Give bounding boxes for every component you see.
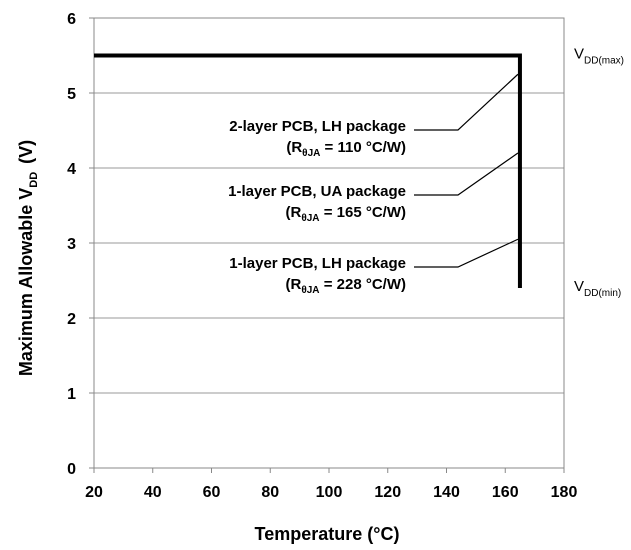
x-tick-label-60: 60 [203,484,221,501]
y-tick-label-3: 3 [67,236,76,253]
annotation-1-line2: (RθJA = 165 °C/W) [286,204,406,224]
tick-labels: 20 40 60 80 100 120 140 160 180 0 1 2 3 4 5 6 [67,11,577,501]
annotation-2-line1: 1-layer PCB, LH package [229,255,406,272]
x-tick-label-120: 120 [374,484,401,501]
annotation-2-rest: = 228 °C/W) [320,276,406,293]
annotation-1-r: (R [286,204,302,221]
annotation-2-line2: (RθJA = 228 °C/W) [286,276,406,296]
y-tick-label-6: 6 [67,11,76,28]
annotation-0-leader [414,73,519,131]
annotation-2-leader [414,238,519,268]
right-label-0-v: V [574,46,584,63]
series-group [94,53,522,288]
annotation-0-rest: = 110 °C/W) [320,139,406,156]
annotation-2-sub: θJA [301,285,319,296]
axes [89,17,565,473]
annotation-2-r: (R [286,276,302,293]
x-tick-label-80: 80 [261,484,279,501]
annotation-0-line1: 2-layer PCB, LH package [229,118,406,135]
y-tick-label-0: 0 [67,461,76,478]
series-line-0 [94,53,522,288]
right-label-1: VDD(min) [574,278,621,299]
annotation-0-line2: (RθJA = 110 °C/W) [286,139,406,159]
y-tick-label-4: 4 [67,161,76,178]
x-tick-label-140: 140 [433,484,460,501]
annotation-1-rest: = 165 °C/W) [320,204,406,221]
annotation-0-sub: θJA [302,148,320,159]
y-tick-label-2: 2 [67,311,76,328]
annotation-0-r: (R [286,139,302,156]
annotation-1-leader [414,152,519,196]
right-label-1-v: V [574,278,584,295]
x-axis-title: Temperature (°C) [255,524,400,544]
x-tick-label-160: 160 [492,484,519,501]
right-labels: VDD(max)VDD(min) [574,46,624,300]
y-tick-label-1: 1 [67,386,76,403]
x-tick-label-180: 180 [551,484,578,501]
y-axis-title-sub: DD [28,172,40,188]
x-tick-label-100: 100 [316,484,343,501]
right-label-0: VDD(max) [574,46,624,67]
y-axis-title: Maximum Allowable VDD (V) [16,140,40,376]
right-label-0-sub: DD(max) [584,56,624,67]
x-tick-label-20: 20 [85,484,103,501]
annotation-1-line1: 1-layer PCB, UA package [228,183,406,200]
x-tick-label-40: 40 [144,484,162,501]
y-tick-label-5: 5 [67,86,76,103]
annotations: 2-layer PCB, LH package(RθJA = 110 °C/W)… [228,73,519,296]
y-axis-title-suffix: (V) [16,140,36,164]
y-axis-title-main: Maximum Allowable V [16,188,36,376]
gridlines [94,92,564,394]
annotation-1-sub: θJA [301,213,319,224]
right-label-1-sub: DD(min) [584,288,621,299]
